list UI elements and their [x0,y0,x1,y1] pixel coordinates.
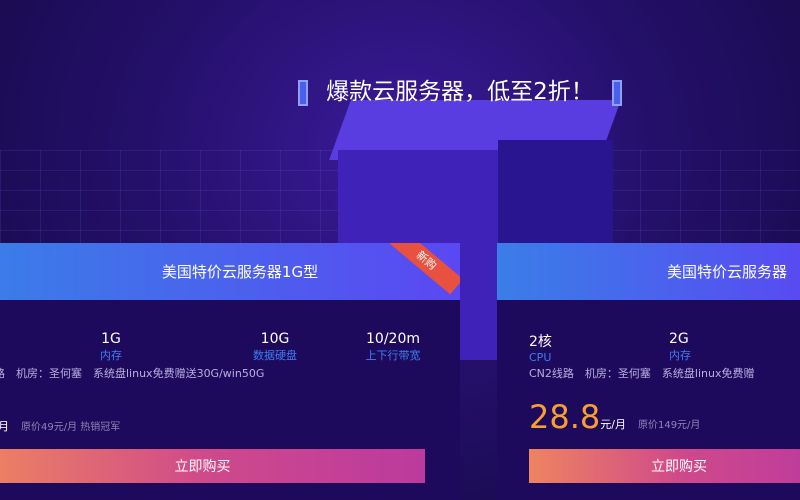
product-card-2g: 美国特价云服务器 2核 CPU 2G 内存 CN2线路 机房：圣何塞 系统盘linu… [497,243,800,500]
bracket-icon [611,79,622,106]
bracket-icon [298,79,309,106]
price-line: 28.8元/月 原价149元/月 [529,398,701,436]
spec-memory: 1G 内存 [100,331,122,362]
buy-button[interactable]: 立即购买 [0,449,425,483]
card-header: 美国特价云服务器1G型 [0,243,460,300]
card-title: 美国特价云服务器1G型 [161,263,319,281]
card-title: 美国特价云服务器 [667,263,788,281]
card-header: 美国特价云服务器 [497,243,800,300]
spec-disk: 10G 数据硬盘 [253,331,297,362]
spec-cpu: 2核 CPU [529,334,552,364]
product-card-1g: 美国特价云服务器1G型 新购 1G 内存 10G 数据硬盘 10/20m 上下行带宽 … [0,243,460,500]
buy-button[interactable]: 立即购买 [529,449,800,483]
card-info: 路 机房：圣何塞 系统盘linux免费赠送30G/win50G [0,367,265,380]
card-info: CN2线路 机房：圣何塞 系统盘linux免费赠 [529,367,755,380]
spec-bandwidth: 10/20m 上下行带宽 [365,331,421,362]
banner-title: 爆款云服务器，低至2折！ [326,79,594,105]
price-line: 月原价49元/月 热销冠军 [0,420,121,433]
spec-memory: 2G 内存 [669,331,691,362]
banner-title-wrap: 爆款云服务器，低至2折！ [0,72,800,106]
price: 28.8 [529,398,601,436]
